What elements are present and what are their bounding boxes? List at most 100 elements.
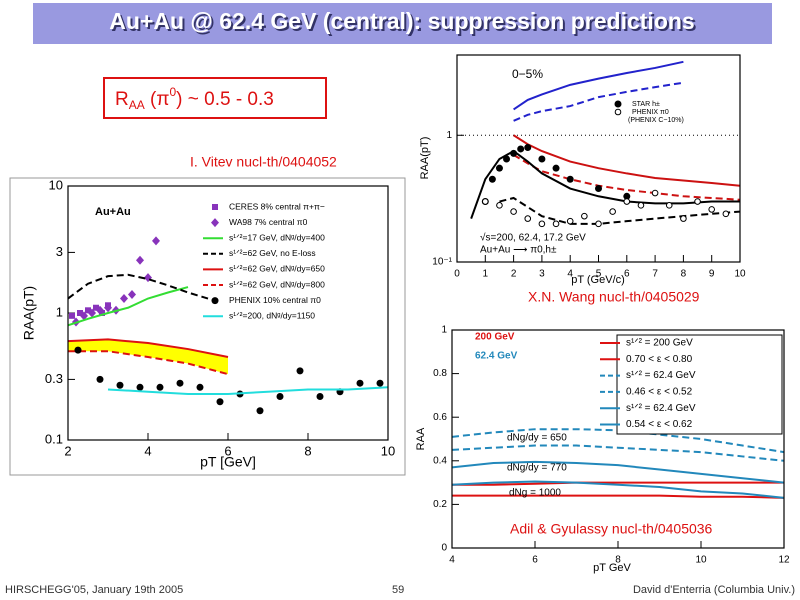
point bbox=[595, 185, 602, 193]
x-axis-label: pT GeV bbox=[593, 562, 631, 574]
point bbox=[614, 108, 622, 116]
point bbox=[74, 346, 82, 354]
legend-label: s¹ᐟ² = 62.4 GeV bbox=[626, 370, 696, 381]
x-tick-label: 6 bbox=[224, 443, 231, 458]
x-tick-label: 8 bbox=[615, 555, 621, 566]
plot-frame bbox=[67, 185, 389, 441]
point bbox=[156, 383, 164, 391]
annotation: dNg = 1000 bbox=[509, 488, 561, 499]
y-tick-label: 3 bbox=[56, 244, 63, 259]
point bbox=[651, 189, 659, 197]
point bbox=[722, 210, 730, 218]
y-tick-label: 0.3 bbox=[45, 371, 63, 386]
summary-box bbox=[103, 77, 327, 119]
y-tick-label: 0.8 bbox=[433, 368, 447, 379]
footer: 59 bbox=[392, 584, 404, 596]
series-line bbox=[513, 81, 684, 122]
point bbox=[609, 208, 616, 215]
point bbox=[136, 383, 144, 391]
point bbox=[211, 297, 219, 305]
legend-label: WA98 7% central π0 bbox=[229, 217, 308, 227]
point bbox=[524, 144, 532, 152]
legend-label: s¹ᐟ²=17 GeV, dNᵍ/dy=400 bbox=[229, 232, 325, 242]
x-tick-label: 6 bbox=[624, 269, 630, 280]
x-tick-label: 10 bbox=[381, 443, 395, 458]
point bbox=[80, 311, 88, 321]
legend-label: PHENIX π0 bbox=[632, 109, 669, 116]
y-tick-label: 1 bbox=[56, 304, 63, 319]
t: 0 bbox=[169, 85, 176, 99]
point bbox=[552, 220, 560, 228]
series-line bbox=[68, 286, 189, 327]
point bbox=[623, 192, 631, 200]
plot-frame bbox=[451, 329, 785, 549]
point bbox=[376, 379, 384, 387]
legend-label: s¹ᐟ²=62 GeV, dNᵍ/dy=650 bbox=[229, 264, 325, 274]
annotation: Au+Au bbox=[95, 206, 131, 218]
y-tick-label: 10⁻¹ bbox=[432, 257, 452, 268]
point bbox=[566, 217, 574, 225]
y-tick-label: 0.6 bbox=[433, 412, 447, 423]
annotation: Au+Au ⟶ π0,h± bbox=[480, 245, 557, 256]
credit: I. Vitev nucl-th/0404052 bbox=[190, 154, 337, 170]
t: ) ~ 0.5 - 0.3 bbox=[176, 89, 274, 110]
point bbox=[93, 304, 99, 311]
title: Au+Au @ 62.4 GeV (central): suppression … bbox=[109, 8, 694, 34]
y-axis-label: RAA(pT) bbox=[419, 137, 431, 180]
legend-label: PHENIX 10% central π0 bbox=[229, 295, 321, 305]
point bbox=[595, 220, 602, 228]
point bbox=[510, 149, 518, 157]
point bbox=[503, 155, 511, 163]
point bbox=[517, 145, 525, 153]
point bbox=[96, 305, 104, 315]
x-tick-label: 4 bbox=[449, 555, 455, 566]
y-tick-label: 1 bbox=[446, 130, 452, 141]
point bbox=[488, 175, 496, 183]
x-tick-label: 10 bbox=[734, 269, 746, 280]
point bbox=[510, 208, 517, 215]
y-tick-label: 0.1 bbox=[45, 431, 63, 446]
point bbox=[637, 202, 645, 209]
y-axis-label: RAA(pT) bbox=[21, 286, 37, 340]
summary-text: RAA (π0) ~ 0.5 - 0.3 bbox=[115, 85, 274, 112]
series-line bbox=[68, 350, 229, 376]
series-line bbox=[470, 149, 740, 219]
x-axis-label: pT [GeV] bbox=[200, 454, 256, 470]
annotation: 0−5% bbox=[512, 67, 543, 81]
title-shadow: Au+Au @ 62.4 GeV (central): suppression … bbox=[111, 10, 696, 36]
footer: David d'Enterria (Columbia Univ.) bbox=[633, 584, 795, 596]
point bbox=[680, 215, 687, 222]
point bbox=[116, 381, 124, 389]
point bbox=[96, 375, 104, 383]
point bbox=[211, 218, 219, 228]
series-line bbox=[513, 60, 684, 111]
legend-label: 0.46 < ε < 0.52 bbox=[626, 387, 693, 398]
point bbox=[77, 310, 83, 316]
point bbox=[538, 220, 546, 228]
point bbox=[296, 367, 304, 375]
y-tick-label: 0.2 bbox=[433, 499, 447, 510]
point bbox=[128, 289, 136, 299]
legend-label: STAR h± bbox=[632, 101, 660, 108]
point bbox=[69, 312, 75, 319]
x-axis-label: pT (GeV/c) bbox=[571, 274, 625, 286]
y-tick-label: 1 bbox=[441, 325, 447, 336]
point bbox=[104, 303, 112, 313]
series-line bbox=[452, 494, 785, 499]
point bbox=[665, 202, 673, 209]
point bbox=[99, 310, 105, 316]
t: R bbox=[115, 89, 129, 110]
legend-label: s¹ᐟ²=62 GeV, dNᵍ/dy=800 bbox=[229, 279, 325, 289]
x-tick-label: 4 bbox=[567, 269, 573, 280]
x-tick-label: 3 bbox=[539, 269, 545, 280]
point bbox=[196, 383, 204, 391]
x-tick-label: 8 bbox=[304, 443, 311, 458]
x-tick-label: 4 bbox=[144, 443, 151, 458]
series-line bbox=[513, 134, 740, 187]
point bbox=[356, 379, 364, 387]
point bbox=[581, 212, 588, 220]
y-tick-label: 0 bbox=[441, 543, 447, 554]
point bbox=[152, 236, 160, 246]
chart-frame bbox=[9, 177, 406, 476]
x-tick-label: 0 bbox=[454, 269, 460, 280]
